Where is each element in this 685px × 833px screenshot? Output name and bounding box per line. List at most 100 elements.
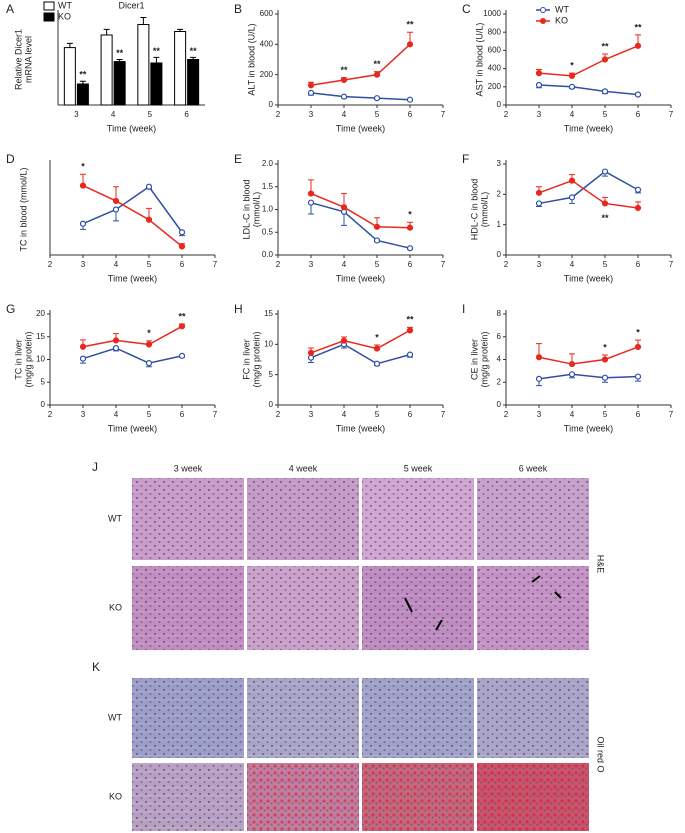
row-label: KO — [109, 602, 122, 612]
point — [145, 183, 153, 190]
error-bar — [116, 59, 123, 62]
y-tick-label: 1.5 — [262, 182, 274, 191]
point — [340, 204, 348, 211]
y-axis-label: Relative Dicer1 — [13, 29, 23, 90]
line — [538, 45, 639, 77]
y-tick-label: 0 — [269, 100, 274, 109]
legend-label: WT — [555, 4, 569, 14]
x-tick-label: 5 — [375, 260, 380, 269]
x-axis-label: Time (week) — [336, 273, 385, 283]
x-axis-label: Time (week) — [336, 423, 385, 433]
x-axis-label: Time (week) — [564, 123, 613, 133]
point — [307, 349, 315, 356]
point — [145, 216, 153, 223]
point — [568, 83, 576, 90]
x-tick-label: 6 — [184, 110, 189, 119]
x-tick-label: 5 — [375, 110, 380, 119]
point — [601, 56, 609, 63]
y-axis-label: ALT in blood (U/L) — [246, 23, 256, 95]
panel: F HDL-C in blood (mmol/L) Time (week) 0 1 2 3 2 3… — [462, 152, 674, 283]
arrow — [435, 619, 443, 631]
micrograph-texture — [132, 678, 244, 758]
micrograph-texture — [362, 763, 474, 831]
error-bar — [140, 17, 147, 25]
panel-letter: G — [6, 302, 15, 316]
y-tick-label: 10 — [36, 355, 45, 364]
panel-letter: F — [462, 152, 469, 166]
point — [406, 245, 414, 252]
legend-label: KO — [555, 15, 568, 25]
x-tick-label: 5 — [147, 260, 152, 269]
error-bar — [153, 56, 160, 63]
x-axis-label: Time (week) — [564, 273, 613, 283]
point — [373, 223, 381, 230]
y-tick-label: 0.0 — [262, 250, 274, 259]
x-tick-label: 2 — [276, 410, 281, 419]
y-tick-label: 2 — [497, 189, 502, 198]
error-bar — [177, 28, 184, 32]
y-tick-label: 2 — [497, 377, 502, 386]
x-axis-label: Time (week) — [564, 423, 613, 433]
annotation: * — [375, 332, 379, 342]
annotation: ** — [190, 46, 198, 56]
point — [601, 374, 609, 381]
micrograph-texture — [477, 478, 589, 560]
point — [406, 96, 414, 103]
x-tick-label: 4 — [111, 110, 116, 119]
micrograph-texture — [362, 678, 474, 758]
arrow — [404, 597, 413, 613]
point — [406, 41, 414, 48]
panel: DTC in blood (mmol/L) Time (week) 2 3 4 5 6 7 * — [6, 152, 218, 283]
x-axis-label: Time (week) — [107, 123, 156, 133]
y-tick-label: 1000 — [483, 9, 501, 18]
annotation: ** — [601, 213, 609, 223]
point — [568, 371, 576, 378]
y-axis-label: (mg/g protein) — [251, 331, 261, 387]
x-tick-label: 6 — [408, 410, 413, 419]
micrograph-texture — [362, 566, 474, 650]
panel: ICE in liver (mg/g protein)Time (week)024… — [462, 302, 674, 433]
x-tick-label: 3 — [537, 260, 542, 269]
panel: H FC in liver (mg/g protein) Time (week) 0 5 1… — [234, 302, 446, 433]
micrograph-texture — [132, 478, 244, 560]
y-tick-label: 2.0 — [262, 159, 274, 168]
line — [310, 201, 411, 249]
x-axis-label: Time (week) — [108, 423, 157, 433]
line — [310, 43, 411, 87]
point — [568, 72, 576, 79]
point — [340, 93, 348, 100]
line — [82, 184, 183, 248]
point — [634, 373, 642, 380]
panel: A Dicer1 Relative Dicer1 mRNA level Time (we… — [6, 0, 205, 133]
chart-title: Dicer1 — [118, 0, 144, 10]
point — [634, 42, 642, 49]
x-tick-label: 3 — [81, 260, 86, 269]
x-tick-label: 3 — [309, 410, 314, 419]
x-tick-label: 4 — [570, 410, 575, 419]
annotation: ** — [116, 48, 124, 58]
x-tick-label: 7 — [669, 410, 674, 419]
line — [310, 343, 411, 365]
point — [178, 243, 186, 250]
line — [310, 329, 411, 354]
point — [568, 177, 576, 184]
x-tick-label: 3 — [309, 110, 314, 119]
point — [568, 360, 576, 368]
point — [307, 354, 315, 361]
x-axis-label: Time (week) — [108, 273, 157, 283]
panel-letter: J — [92, 460, 98, 474]
stain-label: Oil red O — [596, 736, 606, 772]
point — [178, 352, 186, 359]
micrograph-texture — [477, 566, 589, 650]
row-label: WT — [108, 513, 122, 523]
x-tick-label: 6 — [180, 260, 185, 269]
y-tick-label: 1.0 — [262, 205, 274, 214]
annotation: * — [603, 342, 607, 352]
annotation: * — [570, 61, 574, 71]
micrograph-texture — [362, 478, 474, 560]
x-tick-label: 5 — [603, 110, 608, 119]
bar — [76, 83, 89, 106]
y-tick-label: 10 — [264, 339, 273, 348]
bar — [63, 47, 76, 106]
row-label: WT — [108, 712, 122, 722]
